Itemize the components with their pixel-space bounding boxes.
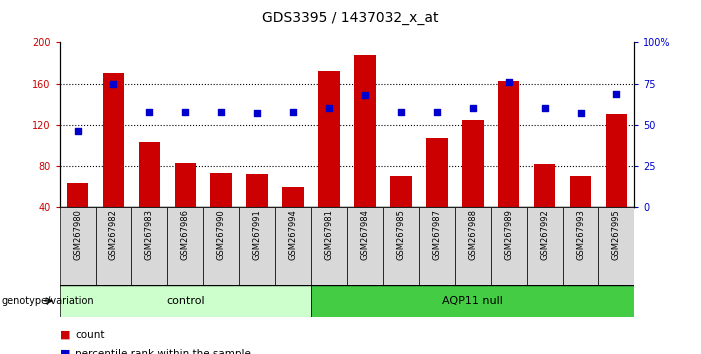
- Point: [323, 105, 334, 111]
- Bar: [347, 207, 383, 285]
- Point: [503, 79, 515, 85]
- Text: GSM267993: GSM267993: [576, 210, 585, 260]
- Bar: [102, 73, 124, 207]
- Point: [539, 105, 550, 111]
- Bar: [60, 207, 95, 285]
- Point: [108, 81, 119, 86]
- Bar: [275, 207, 311, 285]
- Point: [287, 109, 299, 114]
- Text: GSM267981: GSM267981: [325, 210, 334, 260]
- Bar: [570, 176, 591, 207]
- Text: GSM267992: GSM267992: [540, 210, 549, 260]
- Point: [467, 105, 478, 111]
- Point: [144, 109, 155, 114]
- Text: ■: ■: [60, 349, 70, 354]
- Point: [395, 109, 407, 114]
- Text: GSM267988: GSM267988: [468, 210, 477, 261]
- Text: percentile rank within the sample: percentile rank within the sample: [75, 349, 251, 354]
- Bar: [139, 142, 160, 207]
- Bar: [283, 187, 304, 207]
- Text: GSM267994: GSM267994: [289, 210, 298, 260]
- Bar: [418, 207, 455, 285]
- Text: GSM267986: GSM267986: [181, 210, 190, 261]
- Point: [179, 109, 191, 114]
- Bar: [599, 207, 634, 285]
- Text: GSM267980: GSM267980: [73, 210, 82, 260]
- Bar: [383, 207, 418, 285]
- Text: GSM267984: GSM267984: [360, 210, 369, 260]
- Bar: [60, 285, 311, 317]
- Bar: [390, 176, 411, 207]
- Bar: [455, 207, 491, 285]
- Bar: [491, 207, 526, 285]
- Bar: [95, 207, 132, 285]
- Bar: [67, 183, 88, 207]
- Text: GSM267989: GSM267989: [504, 210, 513, 260]
- Text: AQP11 null: AQP11 null: [442, 296, 503, 306]
- Point: [431, 109, 442, 114]
- Point: [360, 92, 371, 98]
- Bar: [311, 285, 634, 317]
- Bar: [562, 207, 599, 285]
- Bar: [462, 120, 484, 207]
- Bar: [210, 173, 232, 207]
- Bar: [606, 114, 627, 207]
- Text: control: control: [166, 296, 205, 306]
- Bar: [311, 207, 347, 285]
- Bar: [533, 164, 555, 207]
- Text: ■: ■: [60, 330, 70, 339]
- Bar: [318, 71, 340, 207]
- Bar: [498, 81, 519, 207]
- Text: count: count: [75, 330, 104, 339]
- Bar: [203, 207, 239, 285]
- Bar: [247, 174, 268, 207]
- Point: [611, 91, 622, 96]
- Bar: [526, 207, 562, 285]
- Bar: [354, 55, 376, 207]
- Text: GSM267995: GSM267995: [612, 210, 621, 260]
- Text: GDS3395 / 1437032_x_at: GDS3395 / 1437032_x_at: [262, 11, 439, 25]
- Text: GSM267985: GSM267985: [396, 210, 405, 260]
- Text: GSM267991: GSM267991: [252, 210, 261, 260]
- Text: genotype/variation: genotype/variation: [1, 296, 94, 306]
- Bar: [175, 163, 196, 207]
- Text: GSM267990: GSM267990: [217, 210, 226, 260]
- Bar: [132, 207, 168, 285]
- Bar: [239, 207, 275, 285]
- Text: GSM267983: GSM267983: [145, 210, 154, 261]
- Bar: [168, 207, 203, 285]
- Point: [72, 129, 83, 134]
- Bar: [426, 138, 447, 207]
- Text: GSM267987: GSM267987: [433, 210, 442, 261]
- Point: [575, 110, 586, 116]
- Text: GSM267982: GSM267982: [109, 210, 118, 260]
- Point: [216, 109, 227, 114]
- Point: [252, 110, 263, 116]
